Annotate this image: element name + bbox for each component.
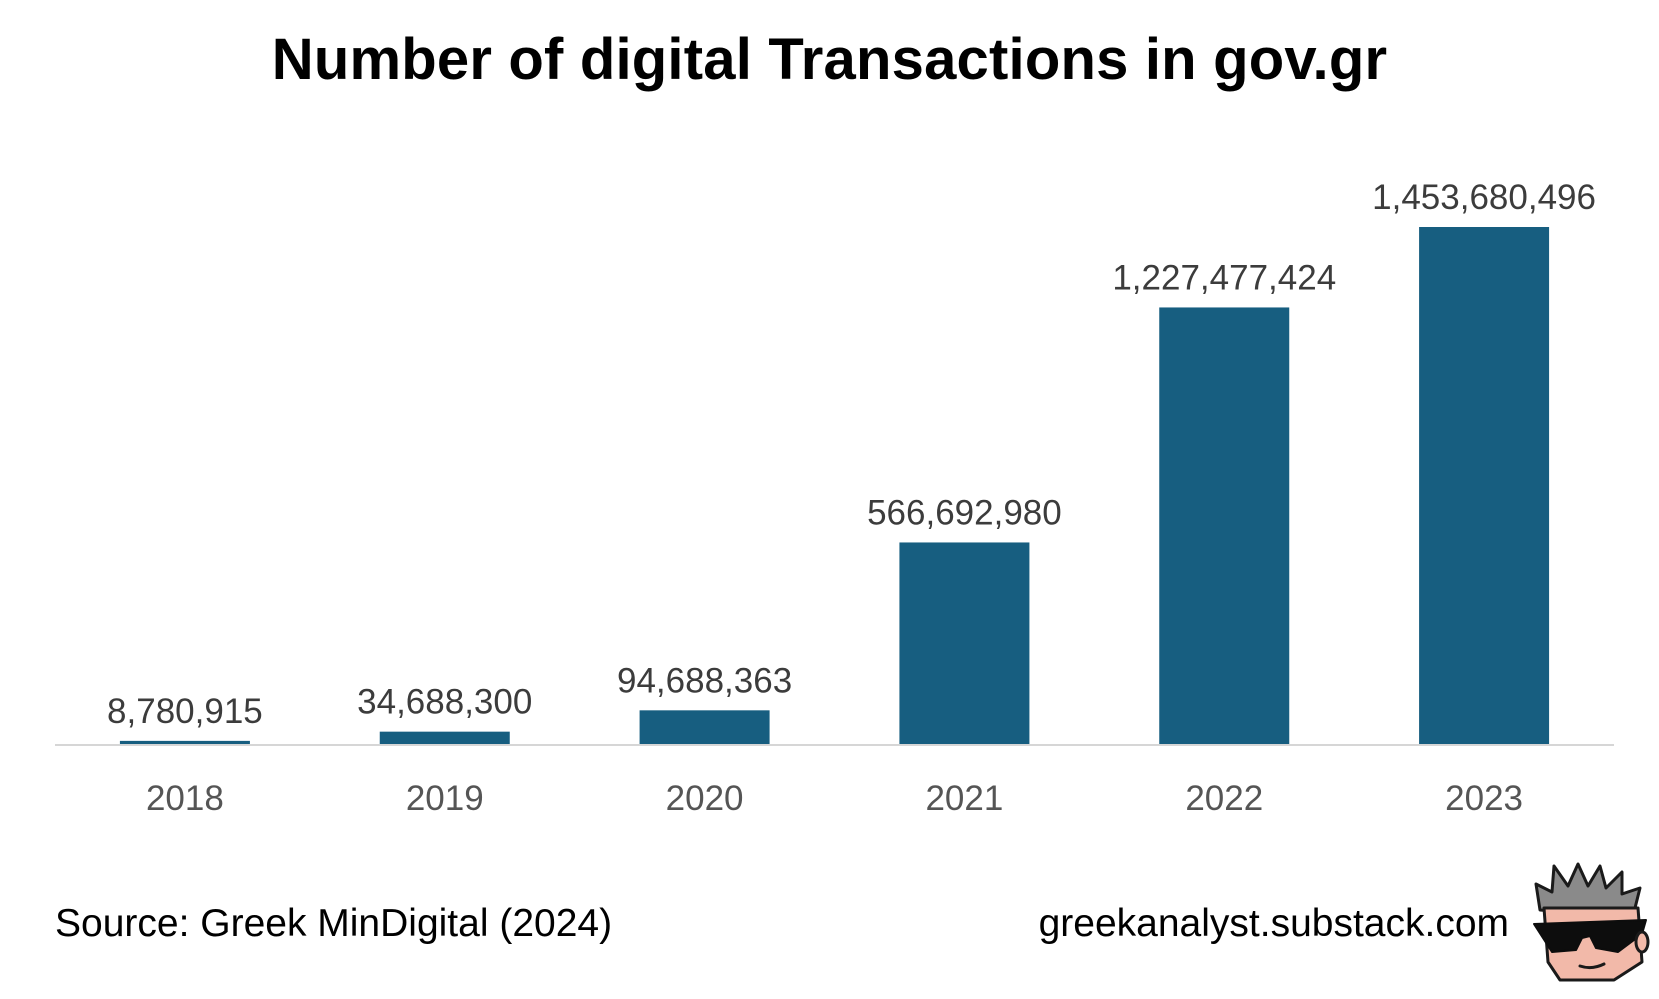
analyst-mascot-icon xyxy=(1533,862,1650,982)
x-tick-label-2021: 2021 xyxy=(925,779,1003,818)
bar-2019 xyxy=(379,731,510,744)
bar-2018 xyxy=(119,740,250,744)
data-label-2018: 8,780,915 xyxy=(107,692,263,731)
source-note: Source: Greek MinDigital (2024) xyxy=(55,902,613,945)
x-tick-label-2019: 2019 xyxy=(406,779,484,818)
data-label-2021: 566,692,980 xyxy=(867,493,1062,532)
x-tick-label-2018: 2018 xyxy=(146,779,224,818)
x-tick-label-2022: 2022 xyxy=(1185,779,1263,818)
bar-2020 xyxy=(639,710,770,744)
bar-2022 xyxy=(1159,307,1290,744)
x-tick-label-2023: 2023 xyxy=(1445,779,1523,818)
data-label-2023: 1,453,680,496 xyxy=(1372,178,1596,217)
site-url: greekanalyst.substack.com xyxy=(1038,902,1509,945)
data-label-2020: 94,688,363 xyxy=(617,661,792,700)
chart-title: Number of digital Transactions in gov.gr xyxy=(271,27,1388,92)
data-label-2019: 34,688,300 xyxy=(357,683,532,722)
x-tick-label-2020: 2020 xyxy=(666,779,744,818)
bar-2023 xyxy=(1419,227,1550,744)
bar-2021 xyxy=(899,542,1030,744)
data-label-2022: 1,227,477,424 xyxy=(1112,258,1336,297)
